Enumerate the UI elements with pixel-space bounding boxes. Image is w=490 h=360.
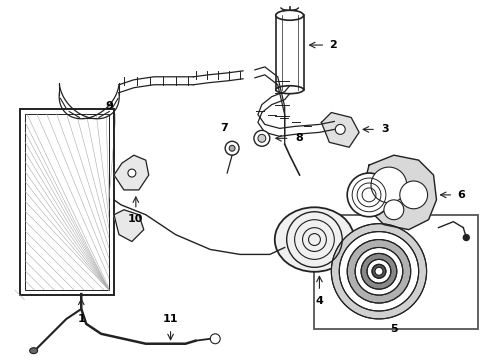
Bar (24, 113, 109, 290)
Text: 4: 4 (316, 296, 323, 306)
Text: 8: 8 (295, 133, 303, 143)
Circle shape (367, 260, 391, 283)
Ellipse shape (30, 348, 38, 354)
Circle shape (335, 125, 345, 134)
Circle shape (372, 264, 386, 278)
Polygon shape (364, 155, 437, 230)
Text: 6: 6 (457, 190, 465, 200)
Text: 1: 1 (77, 314, 85, 324)
Circle shape (375, 267, 383, 275)
Bar (276, 15, 303, 90)
Circle shape (210, 334, 220, 344)
Ellipse shape (276, 86, 303, 94)
Bar (315, 215, 478, 329)
Circle shape (331, 224, 427, 319)
Text: 7: 7 (220, 123, 228, 134)
Text: 3: 3 (381, 125, 389, 134)
Polygon shape (114, 210, 144, 242)
Polygon shape (321, 113, 359, 147)
Circle shape (339, 231, 418, 311)
Text: 11: 11 (163, 314, 178, 324)
Circle shape (384, 200, 404, 220)
Polygon shape (114, 155, 149, 190)
Circle shape (258, 134, 266, 142)
Text: 2: 2 (329, 40, 337, 50)
Text: 10: 10 (128, 214, 144, 224)
Circle shape (254, 130, 270, 146)
Text: 9: 9 (105, 100, 113, 111)
Text: 5: 5 (390, 324, 398, 334)
Bar (20, 109, 114, 295)
Circle shape (361, 253, 397, 289)
Circle shape (229, 145, 235, 151)
Circle shape (128, 169, 136, 177)
Circle shape (347, 173, 391, 217)
Ellipse shape (276, 10, 303, 20)
Circle shape (371, 167, 407, 203)
Circle shape (225, 141, 239, 155)
Circle shape (464, 235, 469, 240)
Circle shape (355, 247, 403, 295)
Circle shape (347, 239, 411, 303)
Ellipse shape (275, 207, 354, 272)
Circle shape (400, 181, 428, 209)
